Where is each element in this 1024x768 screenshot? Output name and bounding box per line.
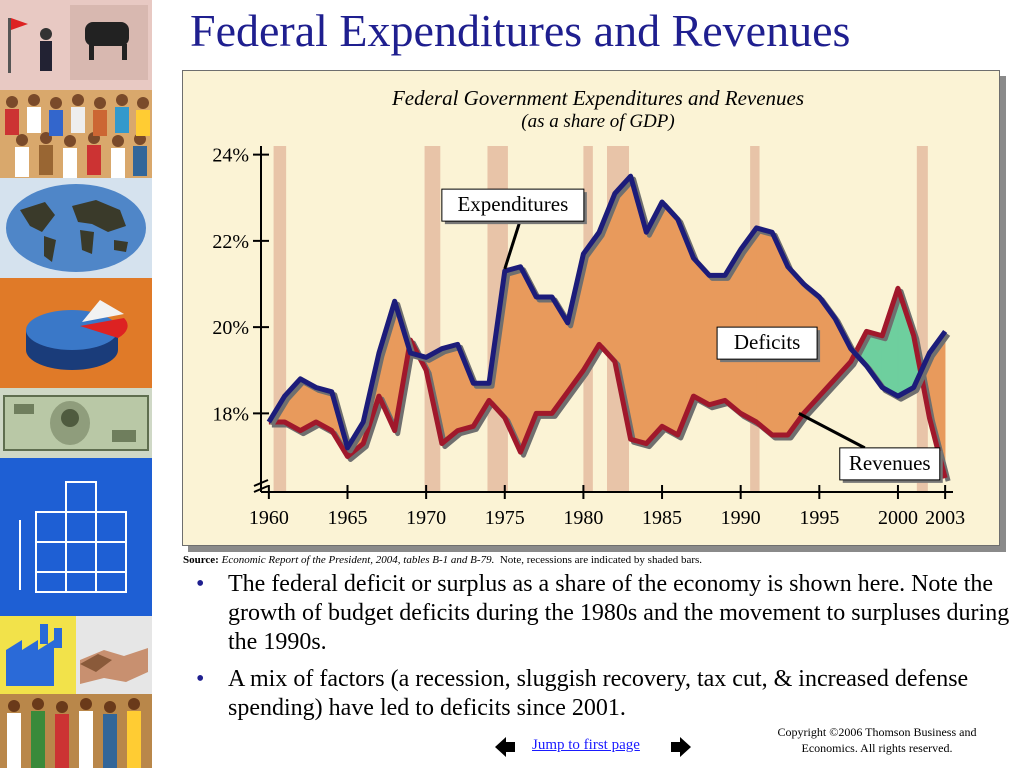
chart-title: Federal Government Expenditures and Reve… xyxy=(391,86,804,110)
recession-bar xyxy=(916,146,928,492)
y-tick-label: 18% xyxy=(212,403,249,425)
copyright-notice: Copyright ©2006 Thomson Business and Eco… xyxy=(752,724,1002,756)
arrow-left-icon[interactable] xyxy=(494,736,516,758)
handshake-icon xyxy=(76,616,152,694)
deficit-area xyxy=(661,201,679,436)
copyright-line: Economics. All rights reserved. xyxy=(801,741,953,755)
x-tick-label: 1965 xyxy=(328,507,368,529)
revenues-line xyxy=(268,285,948,479)
bullet-list: • The federal deficit or surplus as a sha… xyxy=(192,570,1012,731)
x-tick-label: 1980 xyxy=(563,507,603,529)
recession-note: Note, recessions are indicated by shaded… xyxy=(499,554,703,566)
jump-to-first-page-link[interactable]: Jump to first page xyxy=(532,737,640,753)
dollar-bill-icon xyxy=(0,388,152,458)
source-label: Source: xyxy=(183,554,219,566)
axis-break-mark xyxy=(253,479,269,487)
deficit-area xyxy=(441,343,458,445)
slide-navigation: Jump to first page xyxy=(494,734,694,760)
annotation-box xyxy=(716,326,818,360)
x-tick-label: 1960 xyxy=(249,507,289,529)
source-citation: Economic Report of the President, 2004, … xyxy=(221,554,495,566)
axes: 18% 20% 22% 24% 1960 1965 1970 1975 1980 1985 1990… xyxy=(212,145,965,529)
x-tick-label: 2000 xyxy=(878,507,918,529)
people-crowd-icon xyxy=(0,694,152,768)
sidebar-collage xyxy=(0,0,152,768)
deficit-area xyxy=(646,201,663,445)
bullet-item: • A mix of factors (a recession, sluggish… xyxy=(192,665,1012,723)
chart: Federal Government Expenditures and Reve… xyxy=(212,86,965,529)
annotation-pointer xyxy=(503,220,522,270)
x-tick-label: 1985 xyxy=(642,507,682,529)
chart-subtitle: (as a share of GDP) xyxy=(521,111,674,132)
world-map-icon xyxy=(0,178,152,278)
series-lines xyxy=(266,173,951,482)
source-note: Source: Economic Report of the President… xyxy=(183,554,702,566)
bullet-item: • The federal deficit or surplus as a sha… xyxy=(192,570,1012,657)
y-tick-label: 20% xyxy=(212,317,249,339)
annotation-box xyxy=(441,188,585,222)
x-tick-label: 1975 xyxy=(485,507,525,529)
annotation-label: Expenditures xyxy=(457,192,568,216)
x-tick-label: 1990 xyxy=(721,507,761,529)
chart-panel: Federal Government Expenditures and Reve… xyxy=(182,70,1000,546)
annotation-label: Deficits xyxy=(734,330,800,354)
recession-bar xyxy=(273,146,287,492)
recession-bar xyxy=(424,146,441,492)
factory-icon xyxy=(0,616,76,694)
annotation-pointer xyxy=(798,412,866,450)
annotation-label: Revenues xyxy=(849,451,931,475)
annotations: Expenditures Deficits Revenues xyxy=(441,188,943,483)
y-tick-label: 24% xyxy=(212,145,249,167)
y-tick-label: 22% xyxy=(212,231,249,253)
deficit-area xyxy=(535,296,553,414)
bullet-glyph: • xyxy=(196,571,205,597)
x-tick-label: 1970 xyxy=(406,507,446,529)
building-blocks-icon xyxy=(0,458,152,616)
business-icon xyxy=(0,0,152,90)
bullet-text: A mix of factors (a recession, sluggish … xyxy=(228,666,969,721)
deficit-surplus-areas xyxy=(268,175,946,479)
arrow-right-icon[interactable] xyxy=(670,736,692,758)
deficit-area xyxy=(693,257,710,406)
copyright-line: Copyright ©2006 Thomson Business and xyxy=(777,725,977,739)
bullet-text: The federal deficit or surplus as a shar… xyxy=(228,571,1010,655)
slide-title: Federal Expenditures and Revenues xyxy=(190,5,851,56)
x-tick-label: 1995 xyxy=(799,507,839,529)
expenditures-line xyxy=(266,173,948,451)
x-tick-label: 2003 xyxy=(925,507,965,529)
pie-chart-icon xyxy=(0,278,152,388)
annotation-box xyxy=(839,447,941,481)
bullet-glyph: • xyxy=(196,666,205,692)
axis-break-mark xyxy=(253,485,269,493)
people-crowd-icon xyxy=(0,90,152,178)
